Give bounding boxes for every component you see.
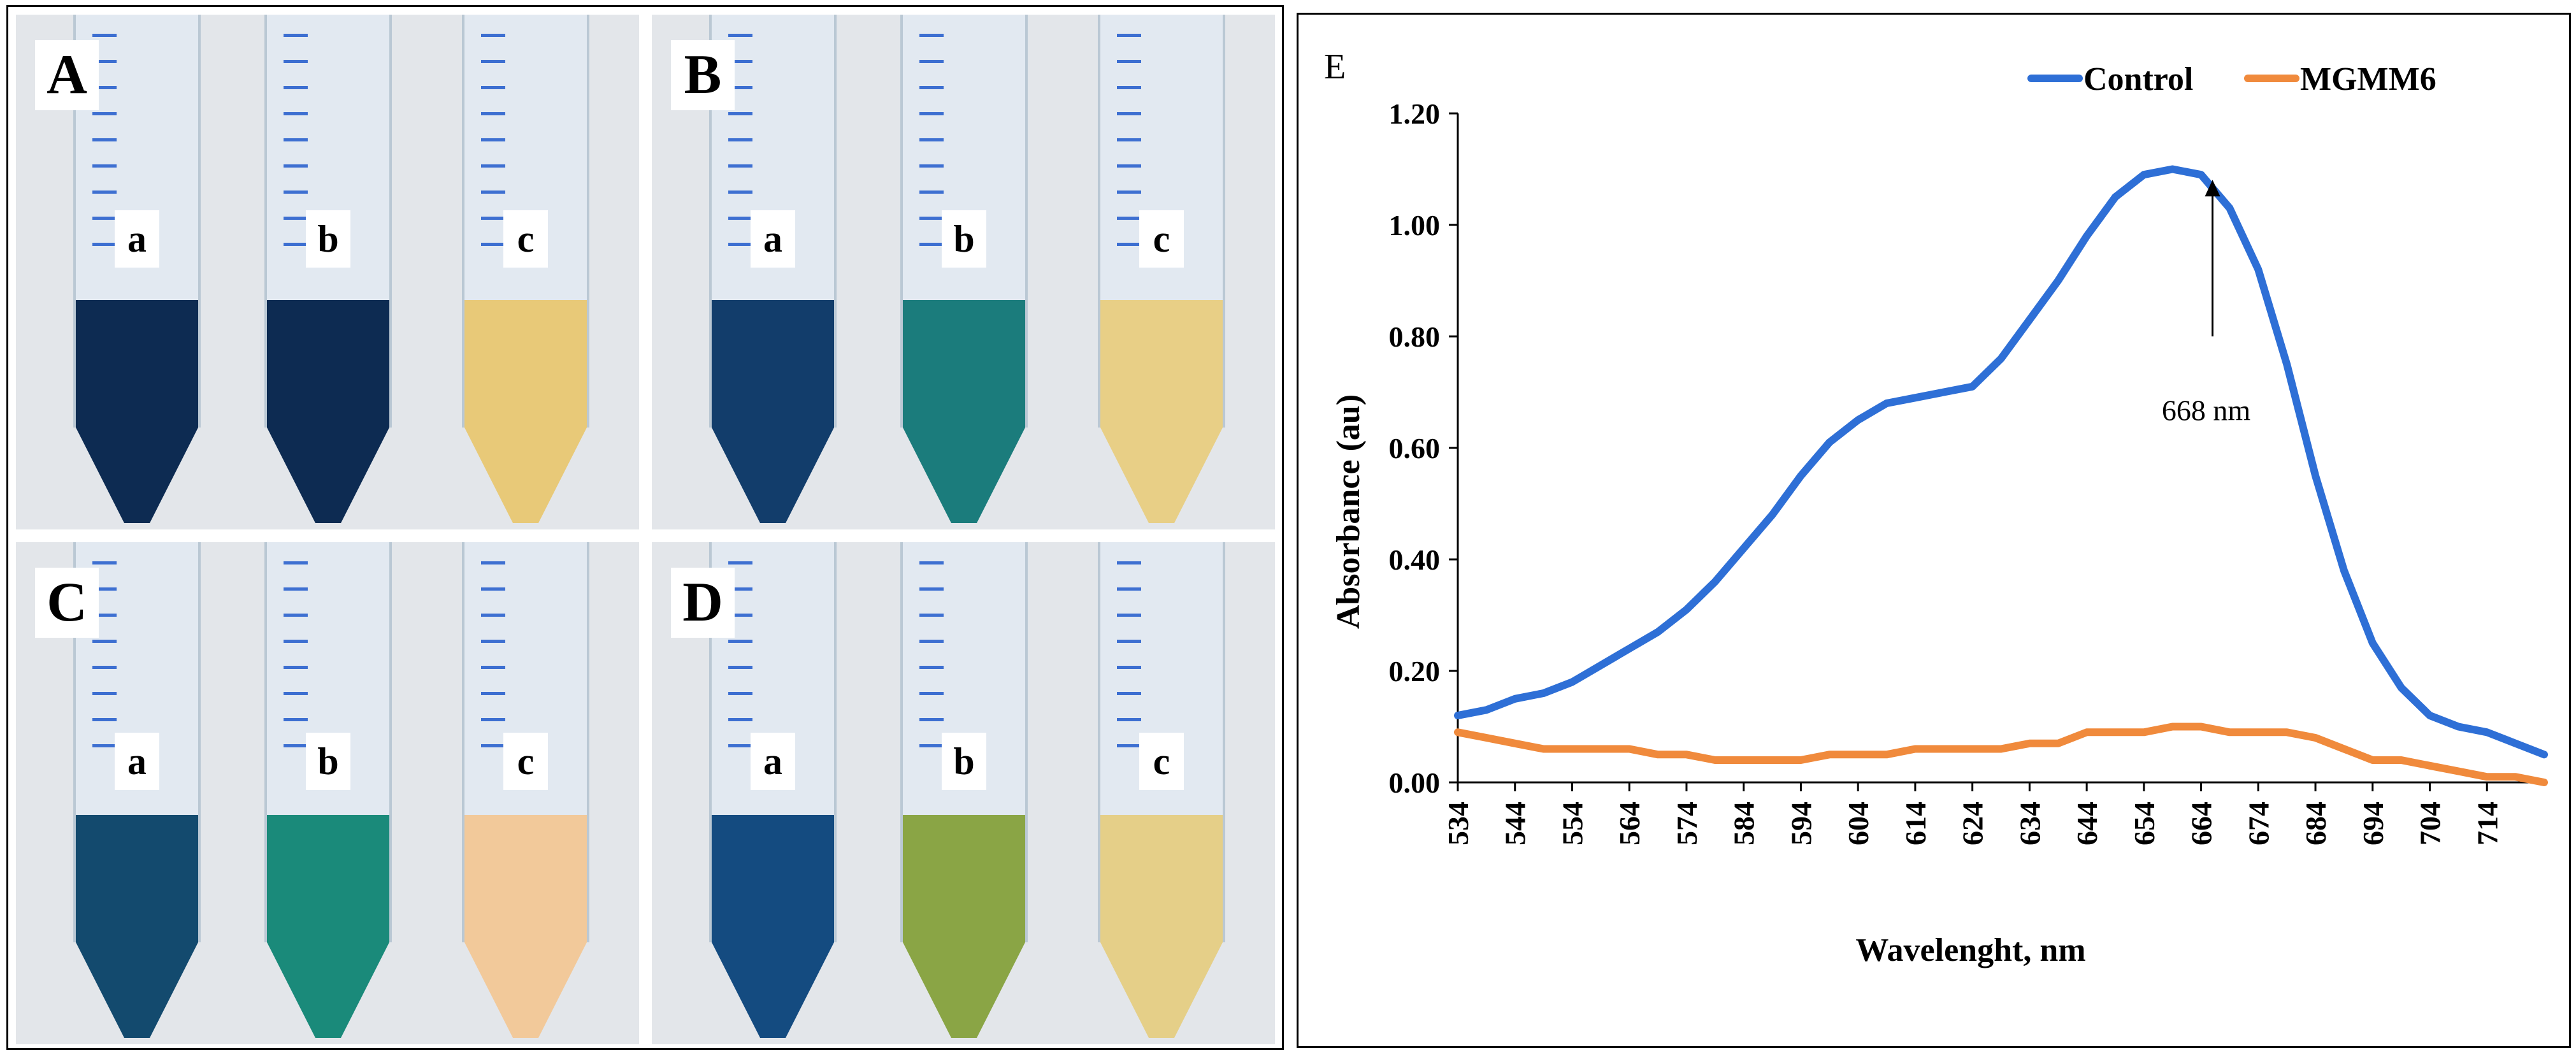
tube-label-c: c <box>1139 210 1184 268</box>
panel-letter-a: A <box>35 40 99 110</box>
panel-letter-d: D <box>671 568 735 638</box>
tube-solution <box>464 300 587 428</box>
tube-label-a: a <box>115 210 159 268</box>
tube-label-c: c <box>503 733 548 790</box>
x-tick-label: 654 <box>2128 802 2161 845</box>
tube-b-a: a <box>709 15 837 529</box>
legend-label-mgmm6: MGMM6 <box>2300 61 2436 97</box>
tube-d-a: a <box>709 542 837 1044</box>
tube-solution <box>76 300 198 428</box>
x-tick-label: 684 <box>2299 802 2332 845</box>
tube-label-b: b <box>942 210 986 268</box>
tube-a-a: a <box>73 15 201 529</box>
tube-d-b: b <box>900 542 1028 1044</box>
x-tick-label: 604 <box>1842 802 1874 845</box>
tube-solution <box>267 300 389 428</box>
tube-a-b: b <box>264 15 392 529</box>
y-tick-label: 0.60 <box>1389 432 1441 464</box>
panel-letter-b: B <box>671 40 735 110</box>
tube-a-c: c <box>462 15 589 529</box>
tube-solution <box>267 815 389 942</box>
x-tick-label: 554 <box>1556 802 1588 845</box>
x-tick-label: 704 <box>2414 802 2447 845</box>
x-tick-label: 634 <box>2013 802 2046 845</box>
chart-figure-frame: E Control MGMM6 0.00 0.20 0.40 0.60 0.80 1.00… <box>1297 13 2571 1048</box>
x-tick-label: 674 <box>2242 802 2275 845</box>
chart-legend: Control MGMM6 <box>2027 61 2436 97</box>
tube-c-b: b <box>264 542 392 1044</box>
x-tick-label: 564 <box>1613 802 1646 845</box>
y-tick-label: 0.80 <box>1389 320 1441 353</box>
legend-label-control: Control <box>2083 61 2193 97</box>
tube-label-c: c <box>1139 733 1184 790</box>
x-axis-title: Wavelenght, nm <box>1855 932 2085 968</box>
panel-letter-c: C <box>35 568 99 638</box>
tube-b-b: b <box>900 15 1028 529</box>
x-tick-label: 584 <box>1728 802 1760 845</box>
tube-solution <box>1100 815 1223 942</box>
x-tick-label: 534 <box>1442 802 1474 845</box>
tube-b-c: c <box>1098 15 1225 529</box>
x-tick-label: 694 <box>2357 802 2389 845</box>
tube-solution <box>903 300 1025 428</box>
tube-solution <box>712 815 834 942</box>
y-tick-label: 0.20 <box>1389 655 1441 687</box>
tube-solution <box>76 815 198 942</box>
tube-label-b: b <box>306 733 350 790</box>
y-tick-label: 1.00 <box>1389 209 1441 241</box>
tube-label-b: b <box>942 733 986 790</box>
tube-solution <box>1100 300 1223 428</box>
x-tick-label: 644 <box>2071 802 2103 845</box>
x-tick-label: 664 <box>2185 802 2218 845</box>
absorbance-chart: E Control MGMM6 0.00 0.20 0.40 0.60 0.80 1.00… <box>1324 47 2548 968</box>
y-tick-label: 1.20 <box>1389 97 1441 130</box>
tube-label-b: b <box>306 210 350 268</box>
tube-solution <box>903 815 1025 942</box>
annotation-label: 668 nm <box>2162 394 2251 426</box>
plot-area: 0.00 0.20 0.40 0.60 0.80 1.00 1.20 534 544 554 564… <box>1389 97 2548 845</box>
tube-label-a: a <box>751 733 795 790</box>
x-tick-label: 594 <box>1785 802 1817 845</box>
x-tick-label: 624 <box>1957 802 1989 845</box>
series-line-mgmm6 <box>1454 723 2548 786</box>
y-tick-label: 0.40 <box>1389 543 1441 576</box>
tube-label-a: a <box>115 733 159 790</box>
tube-solution <box>712 300 834 428</box>
x-tick-label: 714 <box>2471 802 2503 845</box>
series-line-control <box>1454 165 2548 759</box>
tube-label-a: a <box>751 210 795 268</box>
tube-label-c: c <box>503 210 548 268</box>
tube-c-c: c <box>462 542 589 1044</box>
annotation-arrowhead <box>2205 180 2220 197</box>
tube-d-c: c <box>1098 542 1225 1044</box>
chart-panel-letter: E <box>1324 47 1346 87</box>
x-tick-label: 614 <box>1899 802 1932 845</box>
y-axis-title: Absorbance (au) <box>1330 394 1367 629</box>
y-tick-label: 0.00 <box>1389 766 1441 799</box>
tube-solution <box>464 815 587 942</box>
x-tick-label: 544 <box>1499 802 1532 845</box>
x-tick-label: 574 <box>1671 802 1703 845</box>
